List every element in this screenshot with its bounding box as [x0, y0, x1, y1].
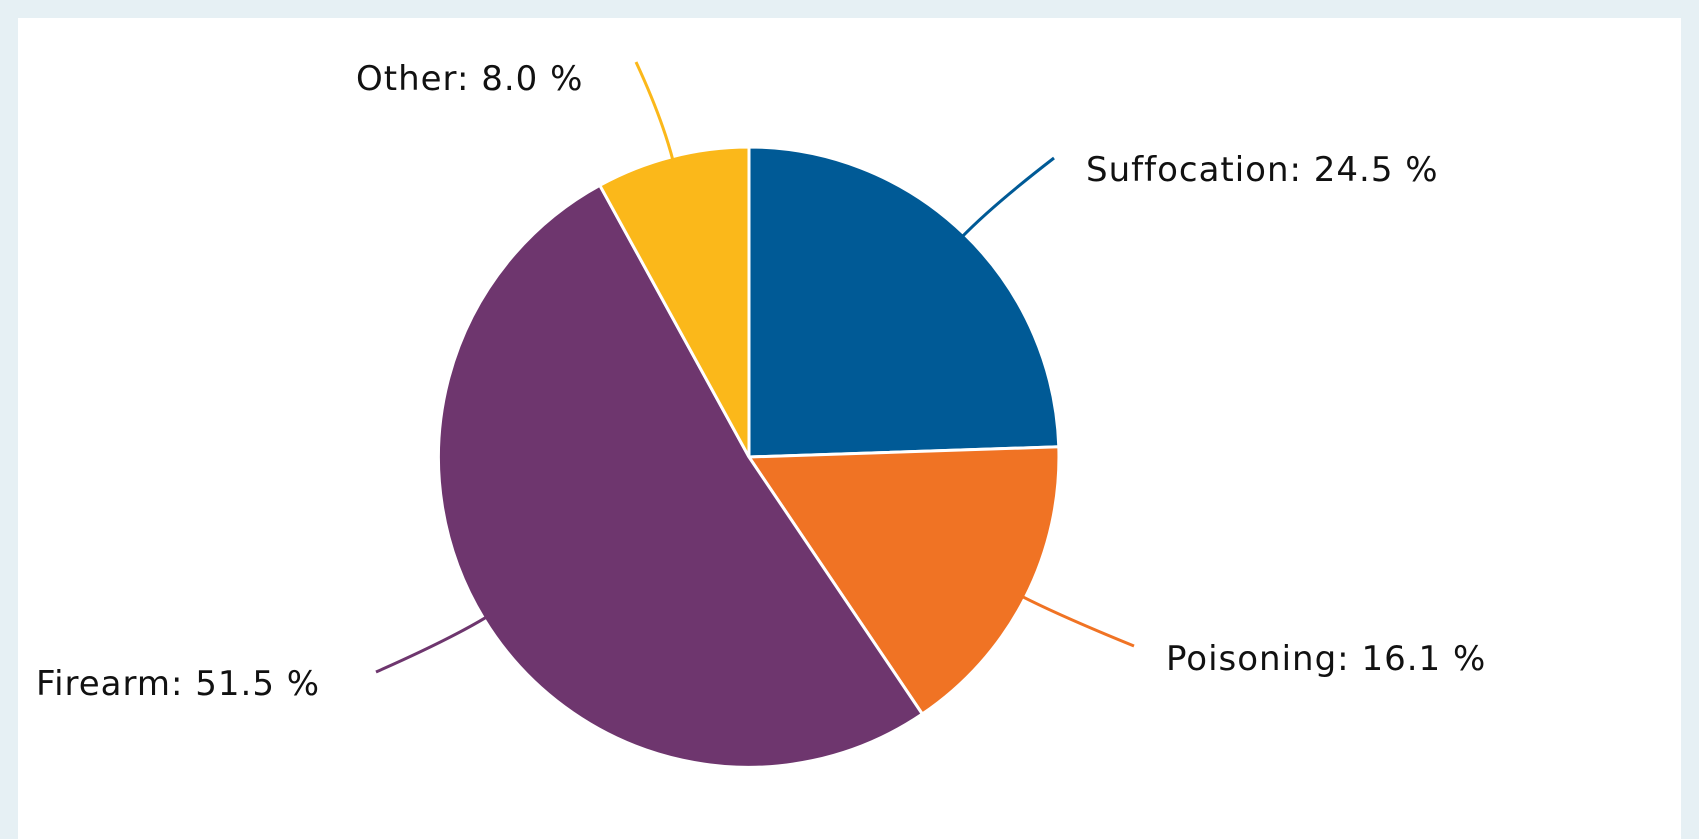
leader-line-firearm [375, 615, 489, 674]
slice-label-firearm: Firearm: 51.5 % [36, 664, 320, 704]
leader-lines [375, 61, 1135, 674]
slice-label-suffocation: Suffocation: 24.5 % [1086, 150, 1439, 190]
pie-slices [436, 145, 1061, 769]
slice-label-poisoning: Poisoning: 16.1 % [1166, 639, 1486, 679]
leader-line-suffocation [960, 156, 1055, 239]
pie-chart: Suffocation: 24.5 % Poisoning: 16.1 % Fi… [36, 59, 1486, 769]
chart-panel: Suffocation: 24.5 % Poisoning: 16.1 % Fi… [18, 18, 1681, 839]
pie-slice-suffocation [747, 145, 1061, 459]
leader-line-other [634, 61, 675, 161]
leader-line-poisoning [1020, 594, 1135, 648]
slice-label-other: Other: 8.0 % [356, 59, 583, 99]
